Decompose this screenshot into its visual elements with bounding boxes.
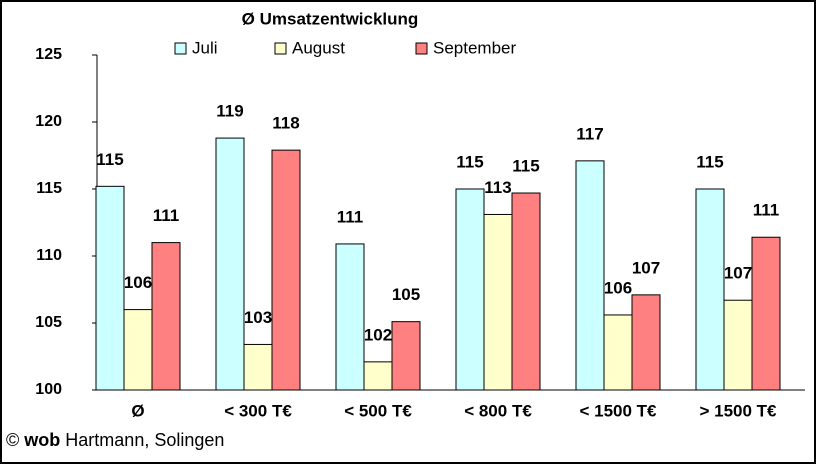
legend-swatch (415, 42, 428, 55)
data-label: 111 (753, 201, 780, 220)
data-label: 115 (512, 157, 539, 176)
data-label: 118 (272, 114, 299, 133)
y-tick-label: 100 (35, 381, 62, 398)
bar (151, 242, 181, 391)
bar (95, 185, 125, 391)
footer: © wob Hartmann, Solingen (6, 430, 224, 450)
bar (575, 160, 605, 391)
bar (603, 314, 633, 391)
data-label: 105 (392, 285, 420, 304)
chart-title: Ø Umsatzentwicklung (242, 9, 419, 28)
footer-brand: wob (23, 430, 60, 450)
data-label: 106 (124, 273, 152, 292)
data-label: 119 (216, 102, 243, 121)
bar (695, 188, 725, 391)
footer-prefix: © (6, 430, 19, 450)
data-label: 117 (576, 124, 603, 143)
bar (723, 299, 753, 391)
data-label: 115 (96, 150, 123, 169)
bar (391, 321, 421, 391)
data-label: 115 (696, 152, 723, 171)
x-tick-label: Ø (131, 401, 144, 420)
legend-swatch (174, 42, 187, 55)
y-tick-label: 120 (35, 113, 62, 130)
bar (483, 213, 513, 391)
data-label: 111 (337, 207, 364, 226)
data-label: 103 (244, 308, 272, 327)
bar (511, 192, 541, 391)
y-tick-label: 115 (36, 180, 62, 197)
y-tick-label: 125 (35, 46, 62, 63)
x-tick-label: < 1500 T€ (579, 401, 657, 420)
data-label: 113 (484, 178, 511, 197)
legend-label: August (292, 38, 345, 57)
x-tick-label: < 300 T€ (224, 401, 292, 420)
x-tick-label: < 800 T€ (464, 401, 532, 420)
data-label: 107 (632, 258, 660, 277)
legend-label: Juli (192, 38, 218, 57)
footer-rest: Hartmann, Solingen (65, 430, 224, 450)
bar (455, 188, 485, 391)
bar (215, 137, 245, 391)
data-label: 106 (604, 278, 632, 297)
x-tick-label: > 1500 T€ (699, 401, 777, 420)
bar (123, 309, 153, 391)
bar (243, 343, 273, 391)
bar (271, 149, 301, 391)
bar (631, 294, 661, 391)
data-label: 111 (153, 206, 180, 225)
bar (363, 361, 393, 391)
data-label: 102 (364, 325, 392, 344)
legend-label: September (433, 38, 516, 57)
data-label: 115 (456, 152, 483, 171)
y-tick-label: 105 (35, 314, 62, 331)
bar (335, 243, 365, 391)
x-tick-label: < 500 T€ (344, 401, 412, 420)
bar (751, 236, 781, 391)
y-tick-label: 110 (36, 247, 62, 264)
legend-swatch (274, 42, 287, 55)
data-label: 107 (724, 264, 752, 283)
